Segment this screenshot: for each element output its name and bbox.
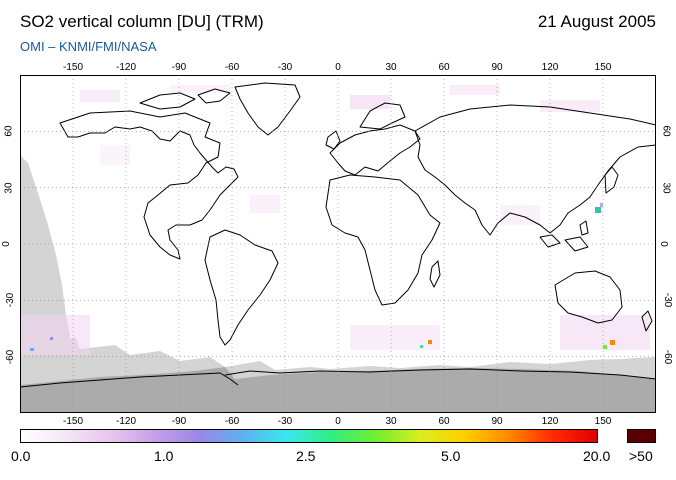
lon-tick-label-top: 0: [335, 62, 341, 73]
lon-tick-label-bottom: 0: [335, 416, 341, 427]
lon-tick-label-top: 90: [491, 62, 503, 73]
lon-tick-label-bottom: -150: [62, 416, 83, 427]
map-date: 21 August 2005: [537, 12, 656, 31]
lon-tick-label-bottom: -60: [224, 416, 240, 427]
lon-tick-label-top: -150: [62, 62, 83, 73]
lat-tick-label-right: -60: [662, 349, 674, 364]
lon-tick-label-bottom: 30: [385, 416, 397, 427]
so2-hotspots: [30, 203, 615, 351]
lat-tick-label-right: 30: [660, 182, 672, 194]
polar-night-area: [20, 367, 656, 413]
lat-tick-label-right: -30: [662, 293, 674, 308]
no-data-gap: [20, 155, 70, 353]
lat-tick-label-left: 60: [3, 125, 15, 137]
colorbar-label: 2.5: [296, 448, 316, 464]
lon-tick-label-top: 120: [541, 62, 559, 73]
colorbar-label: 5.0: [441, 448, 461, 464]
lon-tick-label-bottom: 120: [541, 416, 559, 427]
lon-tick-label-bottom: 90: [491, 416, 503, 427]
map-frame: [20, 75, 656, 413]
colorbar-label: 1.0: [154, 448, 174, 464]
lon-tick-label-bottom: 60: [438, 416, 450, 427]
lon-tick-label-bottom: 150: [594, 416, 612, 427]
lat-tick-label-right: 60: [660, 125, 672, 137]
lat-tick-label-left: -60: [5, 349, 17, 364]
lat-tick-label-left: -30: [5, 293, 17, 308]
lon-tick-label-top: -120: [115, 62, 136, 73]
colorbar-overflow-swatch: [627, 429, 656, 443]
colorbar-label: 0.0: [11, 448, 31, 464]
coastlines: [20, 82, 656, 388]
lat-tick-label-left: 0: [0, 241, 12, 247]
colorbar: [20, 429, 598, 443]
world-map: [20, 75, 656, 413]
lon-tick-label-top: 30: [385, 62, 397, 73]
colorbar-label: 20.0: [583, 448, 611, 464]
lon-tick-label-top: 150: [594, 62, 612, 73]
map-title: SO2 vertical column [DU] (TRM): [20, 12, 264, 31]
lon-tick-label-bottom: -90: [171, 416, 187, 427]
lon-tick-label-bottom: -120: [115, 416, 136, 427]
lon-tick-label-top: -60: [224, 62, 240, 73]
colorbar-overflow-label: >50: [629, 448, 653, 464]
lon-tick-label-top: 60: [438, 62, 450, 73]
lon-tick-label-top: -90: [171, 62, 187, 73]
lat-tick-label-right: 0: [657, 241, 669, 247]
lon-tick-label-top: -30: [277, 62, 293, 73]
lon-tick-label-bottom: -30: [277, 416, 293, 427]
lat-tick-label-left: 30: [3, 182, 15, 194]
data-credit: OMI – KNMI/FMI/NASA: [20, 39, 157, 54]
graticule: [20, 75, 656, 413]
